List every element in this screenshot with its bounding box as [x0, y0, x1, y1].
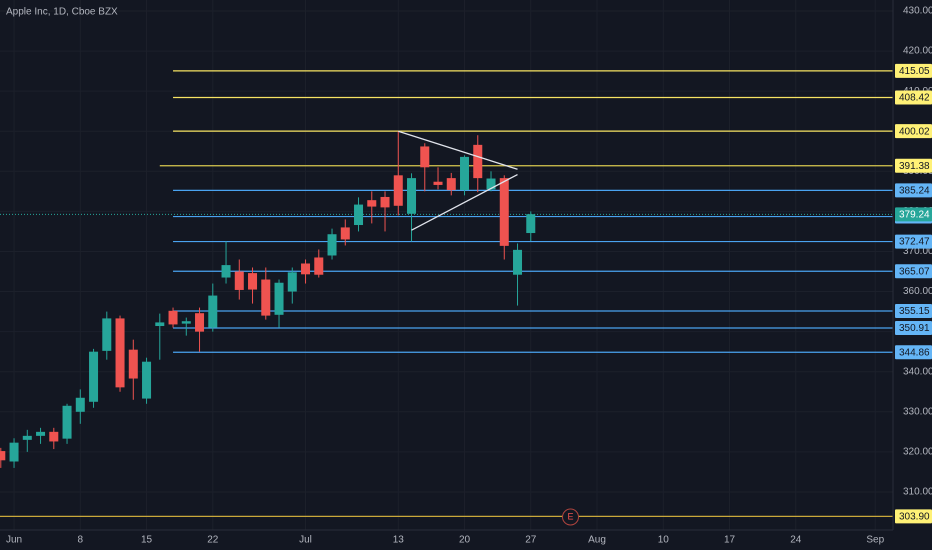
candle-body — [446, 178, 456, 191]
x-tick-label: 8 — [78, 535, 84, 546]
earnings-marker — [562, 508, 580, 526]
level-box — [895, 303, 932, 318]
x-tick-label: Sep — [866, 535, 884, 546]
level-label: 372.47 — [899, 237, 930, 248]
x-tick-label: 27 — [525, 535, 537, 546]
candle-body — [367, 200, 377, 207]
candle-body — [168, 310, 178, 325]
candle-body — [155, 322, 165, 327]
level-label: 408.42 — [899, 93, 930, 104]
x-tick-label: Jul — [299, 535, 312, 546]
level-box — [895, 158, 932, 173]
candle-body — [460, 156, 470, 191]
x-tick-label: 15 — [141, 535, 153, 546]
candle-body — [75, 397, 85, 412]
candle-body — [340, 227, 350, 240]
y-tick-label: 360.00 — [903, 286, 932, 297]
candle-body — [354, 204, 364, 226]
candle-body — [208, 295, 218, 328]
x-tick-label: 10 — [658, 535, 670, 546]
candle-body — [407, 178, 417, 214]
level-label: 415.05 — [899, 66, 930, 77]
last-price-box — [895, 207, 932, 222]
candle-body — [195, 313, 205, 332]
trend-line — [411, 173, 518, 231]
y-tick-label: 320.00 — [903, 447, 932, 458]
x-tick-label: 20 — [459, 535, 471, 546]
level-label: 365.07 — [899, 266, 930, 277]
level-box — [895, 124, 932, 139]
candle-body — [89, 351, 99, 402]
candle-body — [248, 273, 258, 290]
candle-body — [142, 361, 152, 399]
candle-body — [380, 196, 390, 208]
candle-body — [62, 405, 72, 439]
x-tick-label: Aug — [588, 535, 606, 546]
chart-title: Apple Inc, 1D, Cboe BZX — [6, 7, 118, 18]
level-label: 350.91 — [899, 323, 930, 334]
candle-body — [433, 181, 443, 185]
level-box — [895, 183, 932, 198]
candle-body — [261, 279, 271, 316]
candle-body — [287, 272, 297, 292]
candle-body — [499, 178, 509, 246]
candle-body — [36, 431, 46, 436]
candle-body — [526, 214, 536, 234]
level-box — [895, 264, 932, 279]
x-tick-label: 17 — [724, 535, 736, 546]
candle-body — [9, 442, 19, 462]
level-box — [895, 509, 932, 524]
candle-body — [274, 282, 284, 315]
last-price-label: 379.24 — [899, 210, 930, 221]
candle-body — [473, 144, 483, 179]
candle-body — [486, 178, 496, 190]
candle-body — [102, 318, 112, 351]
candle-body — [420, 146, 430, 168]
level-box — [895, 320, 932, 335]
candle-body — [22, 435, 32, 440]
candle-body — [234, 271, 244, 290]
candle-body — [301, 263, 311, 275]
candle-body — [49, 431, 59, 442]
level-label: 400.02 — [899, 126, 930, 137]
earnings-label: E — [568, 511, 574, 521]
candle-body — [327, 234, 337, 256]
x-tick-label: 13 — [393, 535, 405, 546]
y-tick-label: 420.00 — [903, 46, 932, 57]
y-tick-label: 310.00 — [903, 487, 932, 498]
candle-body — [115, 318, 125, 388]
candle-body — [181, 321, 191, 324]
candle-body — [513, 249, 523, 275]
level-label: 344.86 — [899, 347, 930, 358]
y-tick-label: 330.00 — [903, 406, 932, 417]
y-tick-label: 370.00 — [903, 246, 932, 257]
level-label: 385.24 — [899, 186, 930, 197]
x-tick-label: Jun — [6, 535, 22, 546]
candle-body — [0, 451, 6, 461]
level-box — [895, 345, 932, 360]
x-tick-label: 22 — [207, 535, 219, 546]
level-label: 303.90 — [899, 512, 930, 523]
level-box — [895, 63, 932, 78]
level-box — [895, 90, 932, 105]
level-label: 355.15 — [899, 306, 930, 317]
candle-body — [393, 175, 403, 206]
y-tick-label: 340.00 — [903, 366, 932, 377]
candle-body — [221, 265, 231, 278]
level-box — [895, 234, 932, 249]
level-label: 391.38 — [899, 161, 930, 172]
candle-body — [314, 257, 324, 275]
y-tick-label: 430.00 — [903, 6, 932, 17]
trend-line — [398, 130, 518, 170]
x-tick-label: 24 — [790, 535, 802, 546]
candle-body — [128, 349, 138, 379]
